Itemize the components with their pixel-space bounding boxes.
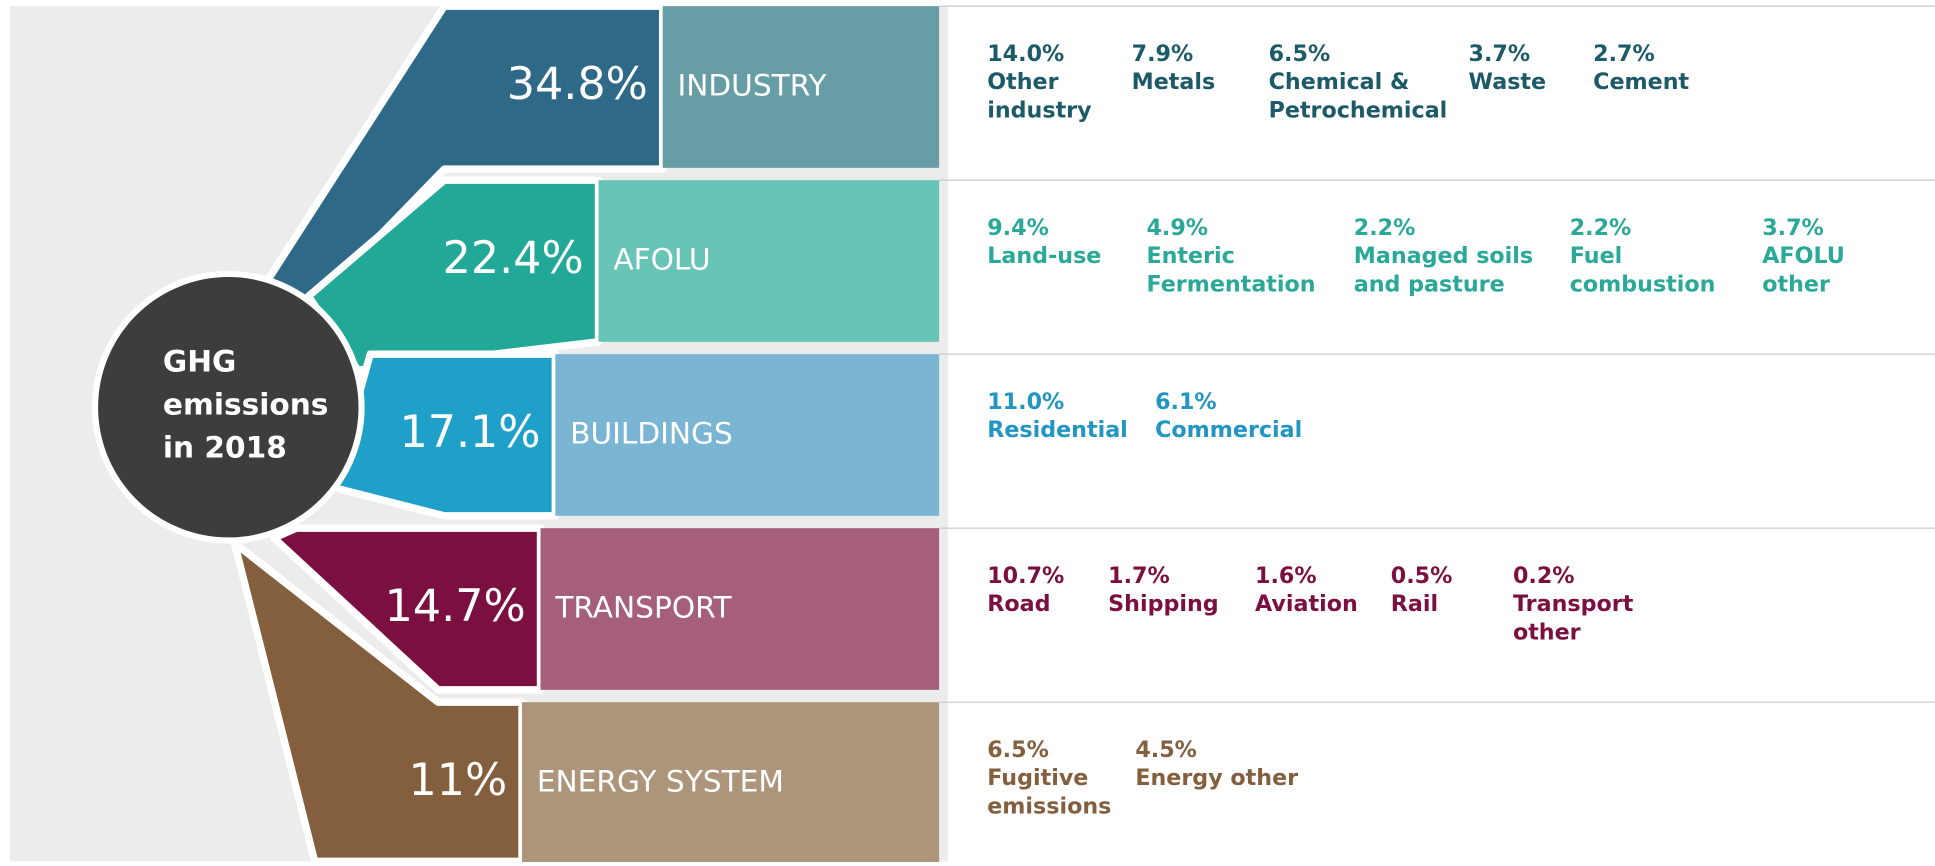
item-value: 3.7% [1469, 41, 1531, 67]
item-name: Petrochemical [1269, 98, 1448, 124]
item-name: Commercial [1155, 417, 1302, 443]
item-name: Rail [1391, 591, 1438, 617]
item-name: Fugitive [987, 765, 1088, 791]
item-value: 0.5% [1391, 563, 1453, 589]
center-text: in 2018 [163, 431, 287, 465]
sector-band-light [555, 354, 940, 516]
item-name: other [1762, 272, 1830, 298]
item-name: industry [987, 98, 1092, 124]
item-name: emissions [987, 794, 1111, 820]
item-name: Energy other [1135, 765, 1298, 791]
sector-band-light [598, 180, 940, 342]
sector-band-light [662, 6, 940, 168]
sector-label: AFOLU [613, 243, 710, 277]
center-circle [91, 270, 365, 544]
item-name: combustion [1570, 272, 1716, 298]
sector-label: BUILDINGS [570, 417, 733, 451]
sector-share: 34.8% [507, 59, 648, 110]
sector-share: 11% [408, 755, 507, 806]
item-value: 6.5% [987, 737, 1049, 763]
sector-label: TRANSPORT [554, 591, 732, 625]
center-text: GHG [163, 344, 236, 378]
item-value: 1.7% [1108, 563, 1170, 589]
item-name: Waste [1469, 69, 1547, 95]
sector-band-light [522, 702, 940, 864]
item-name: Aviation [1255, 591, 1358, 617]
sector-band-dark [270, 524, 545, 694]
item-value: 3.7% [1762, 215, 1824, 241]
item-value: 6.1% [1155, 389, 1217, 415]
item-name: and pasture [1354, 272, 1505, 298]
item-value: 0.2% [1513, 563, 1575, 589]
item-name: Shipping [1108, 591, 1219, 617]
sector-band-light [540, 528, 940, 690]
sector-share: 22.4% [443, 233, 584, 284]
item-value: 2.2% [1570, 215, 1632, 241]
item-name: Fuel [1570, 243, 1623, 269]
item-name: Road [987, 591, 1050, 617]
item-value: 14.0% [987, 41, 1064, 67]
item-value: 1.6% [1255, 563, 1317, 589]
item-value: 6.5% [1269, 41, 1331, 67]
item-name: Other [987, 69, 1058, 95]
sector-label: INDUSTRY [677, 69, 827, 103]
item-name: other [1513, 620, 1581, 646]
item-name: Cement [1593, 69, 1689, 95]
item-name: Managed soils [1354, 243, 1533, 269]
center-text: emissions [163, 388, 329, 422]
item-name: Land-use [987, 243, 1101, 269]
item-name: Fermentation [1146, 272, 1315, 298]
item-name: Metals [1132, 69, 1216, 95]
item-value: 7.9% [1132, 41, 1194, 67]
item-value: 4.5% [1135, 737, 1197, 763]
item-value: 10.7% [987, 563, 1064, 589]
item-name: Residential [987, 417, 1128, 443]
item-value: 11.0% [987, 389, 1064, 415]
item-name: Transport [1513, 591, 1634, 617]
item-value: 2.2% [1354, 215, 1416, 241]
item-name: Enteric [1146, 243, 1234, 269]
item-name: AFOLU [1762, 243, 1845, 269]
item-value: 4.9% [1146, 215, 1208, 241]
sector-share: 17.1% [399, 407, 540, 458]
sector-label: ENERGY SYSTEM [537, 765, 784, 799]
sector-share: 14.7% [385, 581, 526, 632]
item-value: 9.4% [987, 215, 1049, 241]
item-value: 2.7% [1593, 41, 1655, 67]
item-name: Chemical & [1269, 69, 1410, 95]
